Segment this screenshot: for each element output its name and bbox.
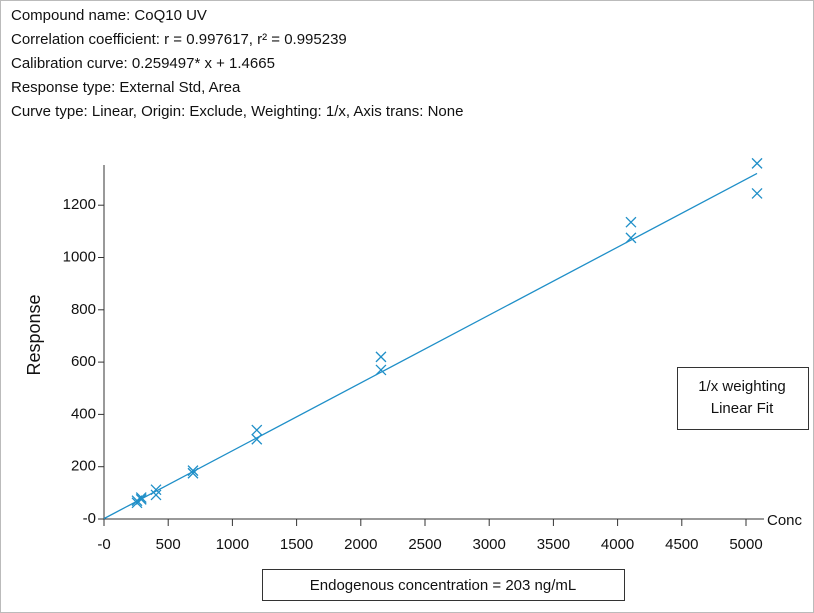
x-tick-label: 1000 (216, 536, 249, 553)
y-tick-label: 400 (71, 405, 96, 422)
legend-box (677, 367, 809, 430)
data-point (150, 489, 162, 501)
data-point (135, 493, 147, 505)
x-tick-label: 500 (156, 536, 181, 553)
fit-line (103, 172, 758, 520)
header-line: Curve type: Linear, Origin: Exclude, Wei… (11, 103, 463, 120)
header-line: Calibration curve: 0.259497* x + 1.4665 (11, 55, 275, 72)
x-tick-label: -0 (97, 536, 110, 553)
data-point (135, 492, 147, 504)
y-tick-label: 600 (71, 353, 96, 370)
x-tick-label: 3000 (473, 536, 506, 553)
data-point (375, 351, 387, 363)
y-tick-label: -0 (83, 510, 96, 527)
x-tick-label: 4000 (601, 536, 634, 553)
data-point (150, 484, 162, 496)
legend-text: 1/x weighting (698, 378, 786, 395)
x-axis-label: Conc (767, 512, 803, 529)
header-line: Compound name: CoQ10 UV (11, 7, 207, 24)
annotation: Endogenous concentration = 203 ng/mL (310, 577, 576, 594)
data-point (751, 187, 763, 199)
annotation-box (262, 569, 625, 601)
y-tick-label: 200 (71, 458, 96, 475)
data-point (187, 467, 199, 479)
data-point (251, 424, 263, 436)
y-tick-label: 800 (71, 301, 96, 318)
data-point (251, 433, 263, 445)
data-point (625, 232, 637, 244)
data-point (625, 216, 637, 228)
x-tick-label: 4500 (665, 536, 698, 553)
data-point (375, 364, 387, 376)
x-tick-label: 3500 (537, 536, 570, 553)
x-tick-label: 5000 (729, 536, 762, 553)
data-point (187, 465, 199, 477)
data-point (751, 157, 763, 169)
x-tick-label: 2000 (344, 536, 377, 553)
x-tick-label: 1500 (280, 536, 313, 553)
header-line: Response type: External Std, Area (11, 79, 241, 96)
header-line: Correlation coefficient: r = 0.997617, r… (11, 31, 347, 48)
x-tick-label: 2500 (408, 536, 441, 553)
y-tick-label: 1200 (63, 196, 96, 213)
y-tick-label: 1000 (63, 248, 96, 265)
y-axis-label: Response (24, 294, 44, 375)
legend-text: Linear Fit (711, 400, 774, 417)
